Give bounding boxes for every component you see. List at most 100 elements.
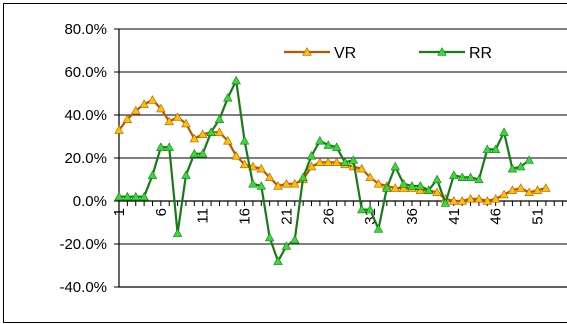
- data-point-rr: [139, 191, 149, 201]
- data-point-rr: [323, 140, 333, 149]
- data-point-vr: [256, 163, 267, 173]
- data-point-rr: [281, 241, 292, 250]
- series-line-vr: [118, 98, 547, 203]
- data-point-vr: [315, 157, 325, 166]
- data-point-rr: [223, 92, 233, 102]
- data-point-vr: [147, 95, 158, 104]
- y-tick-labels: 80.0% 60.0% 40.0% 20.0% 0.0% -20.0% -40.0%: [59, 21, 107, 296]
- data-point-rr: [357, 204, 367, 214]
- data-point-vr: [357, 163, 367, 173]
- data-point-vr: [164, 116, 174, 126]
- data-point-vr: [197, 129, 208, 139]
- data-point-vr: [172, 112, 183, 121]
- data-point-rr: [214, 114, 225, 123]
- data-point-vr: [223, 135, 233, 145]
- data-point-rr: [331, 142, 342, 151]
- data-point-rr: [239, 135, 250, 145]
- data-point-vr: [507, 185, 518, 194]
- data-point-rr: [147, 170, 158, 179]
- data-point-rr: [482, 144, 493, 154]
- data-point-rr: [306, 151, 317, 160]
- data-point-rr: [298, 172, 308, 182]
- y-tick-label: -20.0%: [59, 236, 107, 253]
- data-point-rr: [398, 178, 409, 188]
- data-point-rr: [172, 228, 183, 237]
- data-point-rr: [114, 191, 124, 201]
- data-point-rr: [264, 232, 275, 242]
- data-point-vr: [231, 151, 241, 160]
- gridlines: [119, 28, 567, 245]
- data-point-rr: [516, 161, 526, 171]
- data-point-vr: [264, 172, 275, 182]
- data-point-rr: [432, 174, 442, 184]
- series-lines: [114, 75, 551, 265]
- data-point-rr: [465, 172, 476, 182]
- data-point-vr: [290, 178, 300, 188]
- x-tick-label: 51: [530, 208, 547, 225]
- data-point-rr: [382, 183, 392, 192]
- data-point-vr: [474, 194, 484, 203]
- data-point-vr: [306, 161, 317, 171]
- data-point-vr: [114, 125, 124, 134]
- data-point-rr: [499, 127, 509, 136]
- data-point-vr: [122, 114, 133, 123]
- y-tick-label: 20.0%: [64, 150, 107, 167]
- data-point-rr: [365, 204, 375, 214]
- data-point-vr: [482, 196, 493, 205]
- legend-label-vr: VR: [334, 45, 356, 62]
- data-point-rr: [164, 142, 174, 151]
- y-tick-label: 60.0%: [64, 64, 107, 81]
- data-point-rr: [248, 178, 258, 188]
- data-point-vr: [524, 187, 534, 197]
- x-tick-label: 46: [488, 208, 505, 225]
- data-point-rr: [407, 181, 417, 190]
- data-point-vr: [432, 187, 442, 197]
- legend: VR RR: [274, 39, 567, 67]
- y-tick-label: -40.0%: [59, 279, 107, 296]
- data-point-rr: [449, 170, 459, 179]
- data-point-rr: [156, 142, 166, 151]
- data-point-rr: [457, 172, 467, 182]
- data-point-vr: [390, 183, 400, 192]
- data-point-rr: [315, 135, 325, 145]
- data-point-rr: [256, 181, 267, 190]
- data-point-vr: [281, 178, 292, 188]
- x-tick-label: 6: [153, 208, 170, 216]
- data-point-vr: [449, 196, 459, 205]
- data-point-vr: [131, 105, 141, 115]
- y-tick-label: 80.0%: [64, 21, 107, 38]
- data-point-rr: [440, 198, 451, 207]
- x-tick-label: 21: [278, 208, 295, 225]
- data-point-vr: [373, 178, 384, 188]
- data-point-vr: [457, 196, 467, 205]
- data-point-rr: [131, 191, 141, 201]
- data-point-rr: [231, 75, 241, 85]
- data-point-rr: [340, 157, 350, 166]
- data-point-rr: [423, 185, 434, 194]
- data-point-vr: [465, 194, 476, 203]
- x-tick-label: 16: [237, 208, 254, 225]
- data-point-rr: [273, 256, 283, 265]
- data-point-vr: [541, 183, 551, 192]
- data-point-rr: [415, 181, 426, 190]
- data-point-rr: [181, 170, 191, 179]
- data-point-vr: [273, 181, 283, 190]
- data-point-vr: [365, 172, 375, 182]
- data-point-vr: [490, 194, 501, 203]
- data-point-rr: [474, 174, 484, 184]
- data-point-rr: [390, 161, 400, 171]
- data-point-vr: [499, 189, 509, 199]
- data-point-rr: [206, 127, 216, 136]
- data-point-rr: [490, 144, 501, 154]
- data-point-vr: [181, 118, 191, 128]
- data-point-vr: [239, 159, 250, 169]
- data-point-vr: [214, 127, 225, 136]
- x-tick-label: 41: [446, 208, 463, 225]
- data-point-rr: [507, 163, 518, 173]
- data-point-vr: [323, 157, 333, 166]
- data-point-rr: [197, 148, 208, 158]
- data-point-vr: [516, 183, 526, 192]
- x-tick-label: 26: [320, 208, 337, 225]
- data-point-vr: [415, 185, 426, 194]
